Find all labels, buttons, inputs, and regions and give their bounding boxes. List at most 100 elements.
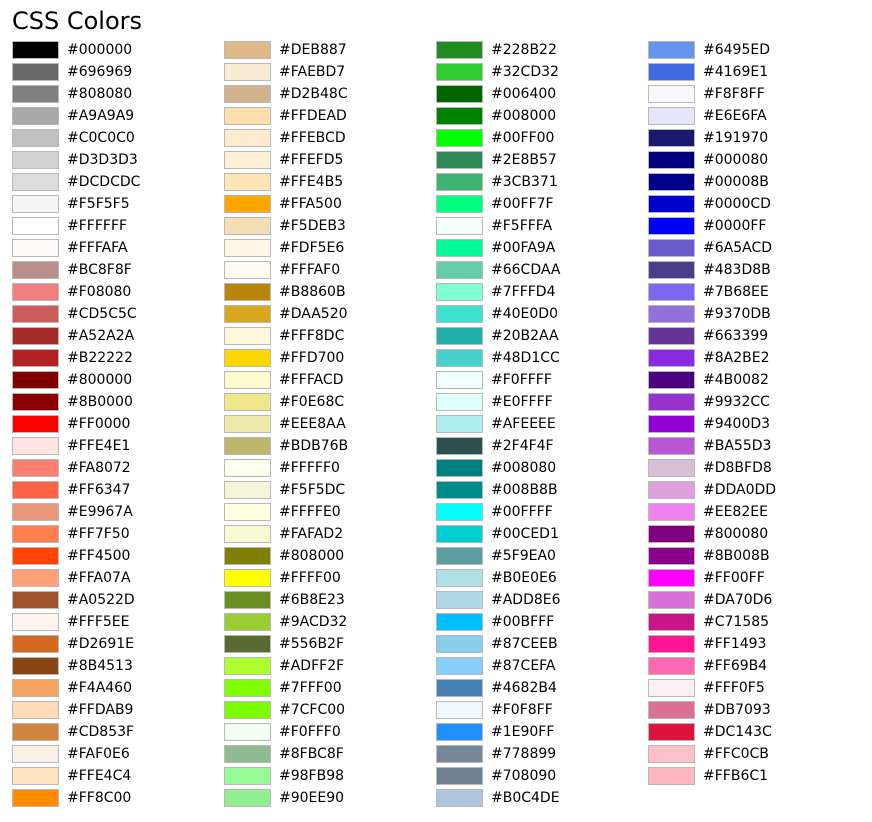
color-hex-label: #FAFAD2 (279, 526, 344, 542)
color-swatch-row: #1E90FF (436, 722, 648, 744)
color-swatch-row: #D2B48C (224, 84, 436, 106)
color-hex-label: #D3D3D3 (67, 152, 138, 168)
color-swatch (436, 767, 483, 785)
color-hex-label: #00FFFF (491, 504, 553, 520)
color-hex-label: #FFFAF0 (279, 262, 341, 278)
color-hex-label: #B8860B (279, 284, 346, 300)
color-swatch (648, 437, 695, 455)
color-hex-label: #F0FFF0 (279, 724, 341, 740)
color-swatch-row: #DDA0DD (648, 480, 860, 502)
color-swatch-row: #556B2F (224, 634, 436, 656)
color-hex-label: #FF69B4 (703, 658, 768, 674)
color-hex-label: #FFF8DC (279, 328, 345, 344)
color-hex-label: #00CED1 (491, 526, 559, 542)
color-swatch (648, 569, 695, 587)
color-hex-label: #F8F8FF (703, 86, 765, 102)
color-hex-label: #F4A460 (67, 680, 132, 696)
color-swatch (648, 349, 695, 367)
color-swatch (436, 283, 483, 301)
color-hex-label: #9400D3 (703, 416, 771, 432)
color-swatch-row: #FFD700 (224, 348, 436, 370)
color-swatch-row: #FFFFF0 (224, 458, 436, 480)
color-swatch-row: #5F9EA0 (436, 546, 648, 568)
color-hex-label: #CD853F (67, 724, 135, 740)
color-hex-label: #FFE4B5 (279, 174, 344, 190)
color-swatch-row: #FFEFD5 (224, 150, 436, 172)
color-swatch (12, 129, 59, 147)
color-swatch-row: #8B0000 (12, 392, 224, 414)
color-swatch-row: #FFFAF0 (224, 260, 436, 282)
color-hex-label: #CD5C5C (67, 306, 137, 322)
color-swatch (436, 503, 483, 521)
color-swatch-row: #7B68EE (648, 282, 860, 304)
color-swatch-row: #DEB887 (224, 40, 436, 62)
color-swatch (436, 745, 483, 763)
color-swatch (224, 679, 271, 697)
color-swatch (436, 481, 483, 499)
color-hex-label: #FFFFF0 (279, 460, 340, 476)
color-swatch (436, 635, 483, 653)
color-swatch (436, 327, 483, 345)
color-hex-label: #87CEEB (491, 636, 558, 652)
color-swatch (224, 239, 271, 257)
color-swatch-row: #FFF0F5 (648, 678, 860, 700)
color-swatch-row: #FFA500 (224, 194, 436, 216)
color-swatch (648, 459, 695, 477)
color-swatch-row: #6495ED (648, 40, 860, 62)
color-swatch (12, 107, 59, 125)
color-hex-label: #ADD8E6 (491, 592, 561, 608)
color-hex-label: #D8BFD8 (703, 460, 772, 476)
color-hex-label: #FF8C00 (67, 790, 132, 806)
color-swatch (436, 569, 483, 587)
color-swatch-row: #008000 (436, 106, 648, 128)
color-swatch-row: #F0E68C (224, 392, 436, 414)
color-hex-label: #FFA500 (279, 196, 342, 212)
color-swatch (224, 591, 271, 609)
color-swatch-row: #F4A460 (12, 678, 224, 700)
color-swatch-row: #9400D3 (648, 414, 860, 436)
color-swatch (12, 481, 59, 499)
color-swatch-row: #191970 (648, 128, 860, 150)
color-hex-label: #4682B4 (491, 680, 557, 696)
color-hex-label: #000000 (67, 42, 133, 58)
color-swatch (224, 371, 271, 389)
color-hex-label: #FFFAFA (67, 240, 128, 256)
color-hex-label: #FFFFFF (67, 218, 128, 234)
color-swatch (12, 217, 59, 235)
color-swatch-row: #FFC0CB (648, 744, 860, 766)
color-swatch (224, 635, 271, 653)
color-swatch (224, 85, 271, 103)
color-swatch-row: #000080 (648, 150, 860, 172)
color-hex-label: #FFD700 (279, 350, 345, 366)
color-hex-label: #696969 (67, 64, 133, 80)
color-hex-label: #4169E1 (703, 64, 769, 80)
color-hex-label: #ADFF2F (279, 658, 345, 674)
color-swatch-row: #BC8F8F (12, 260, 224, 282)
color-swatch-row: #B8860B (224, 282, 436, 304)
color-hex-label: #A52A2A (67, 328, 135, 344)
color-hex-label: #7CFC00 (279, 702, 346, 718)
color-hex-label: #2E8B57 (491, 152, 557, 168)
color-swatch-row: #FFA07A (12, 568, 224, 590)
color-swatch (12, 151, 59, 169)
color-swatch-row: #BDB76B (224, 436, 436, 458)
color-hex-label: #FFC0CB (703, 746, 769, 762)
color-hex-label: #808080 (67, 86, 133, 102)
color-swatch (436, 349, 483, 367)
color-swatch (436, 701, 483, 719)
color-swatch-row: #228B22 (436, 40, 648, 62)
color-hex-label: #FF00FF (703, 570, 765, 586)
color-swatch (224, 547, 271, 565)
color-swatch (12, 195, 59, 213)
color-swatch-row: #4682B4 (436, 678, 648, 700)
color-swatch-row: #DCDCDC (12, 172, 224, 194)
color-swatch (12, 41, 59, 59)
color-hex-label: #F0E68C (279, 394, 345, 410)
color-swatch-row: #F5DEB3 (224, 216, 436, 238)
color-swatch-row: #CD5C5C (12, 304, 224, 326)
color-swatch (648, 85, 695, 103)
color-hex-label: #800000 (67, 372, 133, 388)
color-swatch-row: #00FA9A (436, 238, 648, 260)
color-swatch-row: #C0C0C0 (12, 128, 224, 150)
color-swatch-row: #FAF0E6 (12, 744, 224, 766)
